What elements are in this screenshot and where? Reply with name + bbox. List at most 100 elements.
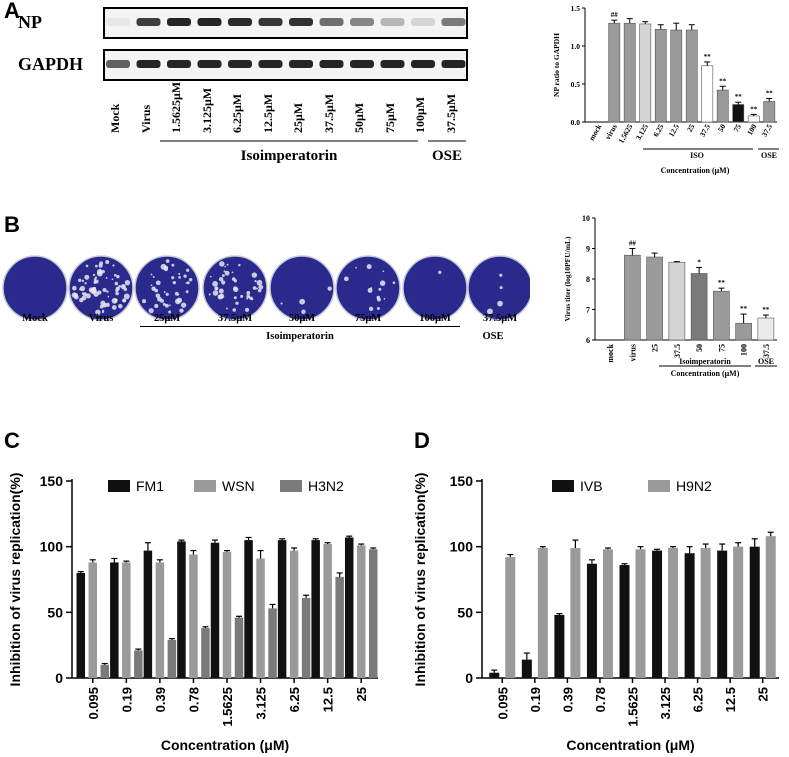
plate-caption: 75μM: [354, 313, 382, 324]
bar-ivb: [586, 563, 597, 678]
plates-iso-line: [140, 326, 460, 327]
plates-iso-label: Isoimperatorin: [266, 331, 334, 342]
plaque: [221, 280, 226, 285]
np-band: [350, 18, 374, 26]
plaque: [141, 299, 147, 304]
np-band: [441, 18, 466, 26]
x-tick-label: 12.5: [723, 687, 738, 712]
bar-h3n2: [368, 549, 378, 678]
bar-fm1: [76, 572, 86, 678]
bar-ivb: [489, 672, 500, 678]
plaque: [111, 278, 114, 281]
plaque: [258, 284, 264, 290]
lane-label: 37.5μM: [443, 93, 458, 133]
plaque: [186, 268, 190, 272]
bar-h3n2: [335, 576, 344, 678]
plaque: [250, 297, 254, 301]
np-blot-label: NP: [18, 12, 42, 32]
plaque: [379, 280, 386, 286]
bar-h9n2: [765, 536, 776, 678]
legend-label: FM1: [136, 478, 164, 494]
x-tick-label: 0.78: [186, 687, 201, 712]
plaque: [438, 270, 442, 275]
gapdh-band: [228, 60, 252, 68]
lane-label: 12.5μM: [260, 93, 275, 133]
plaque: [78, 278, 82, 283]
plaque: [256, 279, 263, 286]
significance-label: *: [697, 258, 701, 266]
bar-h3n2: [167, 639, 177, 678]
iso-group-label: ISO: [690, 151, 704, 160]
y-tick-label: 50: [457, 604, 473, 620]
x-tick-label: 0.095: [86, 687, 101, 720]
bar-fm1: [143, 550, 153, 678]
ose-group-label: OSE: [432, 148, 462, 164]
bar-wsn: [122, 562, 131, 678]
bar: [670, 29, 683, 123]
legend-label: IVB: [580, 478, 603, 494]
plaque: [162, 302, 166, 306]
plaque: [212, 290, 219, 296]
gapdh-band: [380, 60, 405, 68]
plaque: [118, 303, 123, 309]
x-tick-label: 37.5: [762, 344, 771, 358]
y-tick-label: 0: [55, 670, 63, 686]
significance-label: **: [762, 306, 770, 314]
plaque: [218, 288, 224, 294]
western-blot: Isoimperatorin OSE: [103, 7, 468, 164]
plaque: [499, 286, 503, 290]
plaque: [233, 296, 237, 300]
bar: [639, 23, 652, 123]
plaque: [112, 264, 115, 267]
gapdh-blot-label: GAPDH: [18, 54, 83, 74]
plaque: [101, 310, 105, 314]
gapdh-band: [350, 60, 374, 68]
significance-label: **: [735, 93, 743, 101]
bar-wsn: [155, 562, 165, 678]
plaque: [366, 264, 372, 270]
x-tick-label: 1.5625: [220, 687, 235, 727]
x-tick-label: 37.5: [760, 122, 774, 138]
y-axis-label: Virus titer (log10PFU/mL): [563, 236, 572, 321]
plaque: [163, 291, 166, 293]
plaque: [171, 263, 175, 267]
plaque: [208, 293, 211, 296]
np-band: [319, 18, 344, 26]
x-axis-label: Concentration (μM): [671, 369, 740, 378]
gapdh-band: [441, 60, 466, 68]
plaque: [150, 273, 153, 276]
plaque: [382, 270, 385, 273]
lane-label: Virus: [138, 104, 153, 133]
bar-ivb: [521, 659, 532, 678]
plaque: [164, 265, 169, 270]
plate: [134, 255, 200, 321]
y-axis-label: Inhibition of virus replication(%): [7, 473, 23, 687]
bar: [716, 89, 729, 123]
x-tick-label: 75: [717, 344, 726, 352]
x-tick-label: 25: [756, 687, 771, 701]
np-band: [289, 18, 313, 26]
plaque: [85, 293, 91, 299]
plaque: [224, 270, 230, 276]
iso-group-label: Isoimperatorin: [241, 148, 338, 164]
plaque: [486, 308, 493, 315]
significance-label: ##: [611, 11, 619, 19]
gapdh-band: [289, 60, 313, 68]
plaque: [114, 298, 118, 302]
plaque: [155, 280, 161, 286]
chart-b: 6 7 8 9 10 Virus titer (log10PFU/mL) mock ## vir…: [563, 214, 777, 378]
plaque: [180, 302, 187, 308]
plaque: [94, 264, 98, 268]
legend-swatch: [194, 480, 216, 492]
significance-label: **: [704, 53, 712, 61]
lane-label: 50μM: [352, 102, 366, 133]
plaque: [116, 274, 120, 279]
bar-wsn: [256, 558, 265, 678]
bar-fm1: [277, 540, 287, 678]
bar-fm1: [110, 562, 119, 678]
x-tick-label: 25: [685, 122, 697, 133]
plaque: [168, 310, 172, 314]
plaque: [73, 294, 79, 300]
plaque: [280, 302, 283, 305]
x-tick-label: 1.5625: [616, 122, 634, 145]
